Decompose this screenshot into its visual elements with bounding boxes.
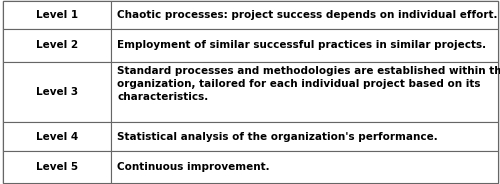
Text: Standard processes and methodologies are established within the
organization, ta: Standard processes and methodologies are…	[118, 66, 500, 102]
Bar	[112, 1, 498, 29]
Bar	[112, 29, 498, 61]
Bar	[2, 29, 112, 61]
Text: Level 3: Level 3	[36, 87, 78, 97]
Text: Level 2: Level 2	[36, 40, 78, 50]
Text: Level 1: Level 1	[36, 10, 78, 20]
Text: Continuous improvement.: Continuous improvement.	[118, 162, 270, 172]
Text: Level 5: Level 5	[36, 162, 78, 172]
Bar	[2, 151, 112, 183]
Bar	[2, 61, 112, 123]
Bar	[112, 151, 498, 183]
Bar	[112, 123, 498, 151]
Text: Statistical analysis of the organization's performance.: Statistical analysis of the organization…	[118, 132, 438, 142]
Bar	[2, 1, 112, 29]
Bar	[112, 61, 498, 123]
Text: Chaotic processes: project success depends on individual effort.: Chaotic processes: project success depen…	[118, 10, 498, 20]
Bar	[2, 123, 112, 151]
Text: Level 4: Level 4	[36, 132, 78, 142]
Text: Employment of similar successful practices in similar projects.: Employment of similar successful practic…	[118, 40, 486, 50]
